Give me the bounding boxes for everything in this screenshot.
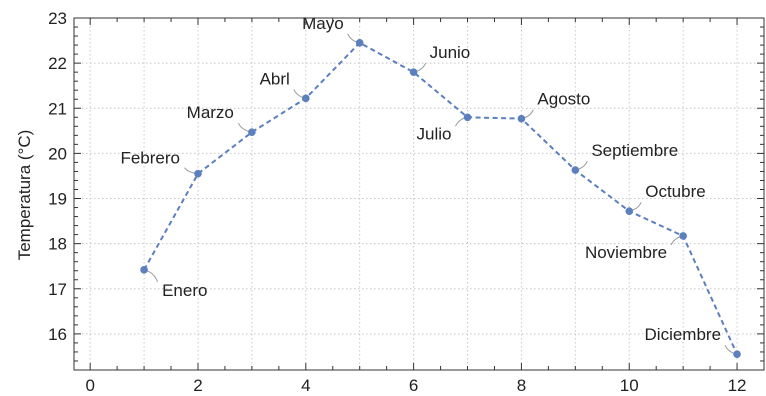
y-axis-title: Temperatura (°C) <box>15 130 34 261</box>
x-tick-label: 0 <box>85 376 94 395</box>
series-line <box>143 41 738 355</box>
point-label: Febrero <box>120 149 180 168</box>
point-label: Julio <box>417 124 452 143</box>
y-tick-label: 23 <box>48 9 67 28</box>
point-label: Agosto <box>537 90 590 109</box>
point-label: Diciembre <box>645 325 722 344</box>
data-point <box>733 350 741 359</box>
x-tick-label: 2 <box>193 376 202 395</box>
point-label: Mayo <box>302 14 344 33</box>
data-point <box>355 39 364 47</box>
y-tick-label: 20 <box>48 144 67 163</box>
tick-labels: 0 2 4 6 8 10 12 16 17 18 19 20 21 22 23 <box>48 9 746 395</box>
axes <box>73 17 765 371</box>
point-label: Octubre <box>645 182 705 201</box>
y-tick-label: 16 <box>48 325 67 344</box>
y-tick-label: 19 <box>48 190 67 209</box>
x-tick-label: 6 <box>409 376 418 395</box>
x-tick-label: 12 <box>728 376 747 395</box>
plot-frame <box>73 17 765 371</box>
data-point <box>571 166 580 174</box>
data-point <box>409 68 418 76</box>
data-point <box>679 232 687 240</box>
x-tick-label: 10 <box>620 376 639 395</box>
point-label: Marzo <box>187 103 234 122</box>
point-label: Septiembre <box>591 141 678 160</box>
y-tick-label: 17 <box>48 280 67 299</box>
y-tick-label: 18 <box>48 235 67 254</box>
data-point <box>463 113 472 122</box>
x-tick-label: 4 <box>301 376 310 395</box>
data-point <box>194 169 202 178</box>
data-point <box>301 94 310 103</box>
data-point <box>517 114 526 123</box>
point-label: Abrl <box>260 69 290 88</box>
series-line-path <box>143 41 738 355</box>
x-tick-label: 8 <box>517 376 526 395</box>
point-label: Noviembre <box>585 243 667 262</box>
data-point <box>248 128 256 136</box>
data-point <box>625 207 634 215</box>
point-labels: Enero Febrero Marzo Abrl Mayo Junio Julio Agost… <box>120 14 721 344</box>
y-tick-label: 22 <box>48 54 67 73</box>
data-point <box>140 266 148 274</box>
data-points <box>140 39 741 359</box>
y-tick-label: 21 <box>48 99 67 118</box>
point-label: Junio <box>430 43 471 62</box>
point-label: Enero <box>162 281 207 300</box>
